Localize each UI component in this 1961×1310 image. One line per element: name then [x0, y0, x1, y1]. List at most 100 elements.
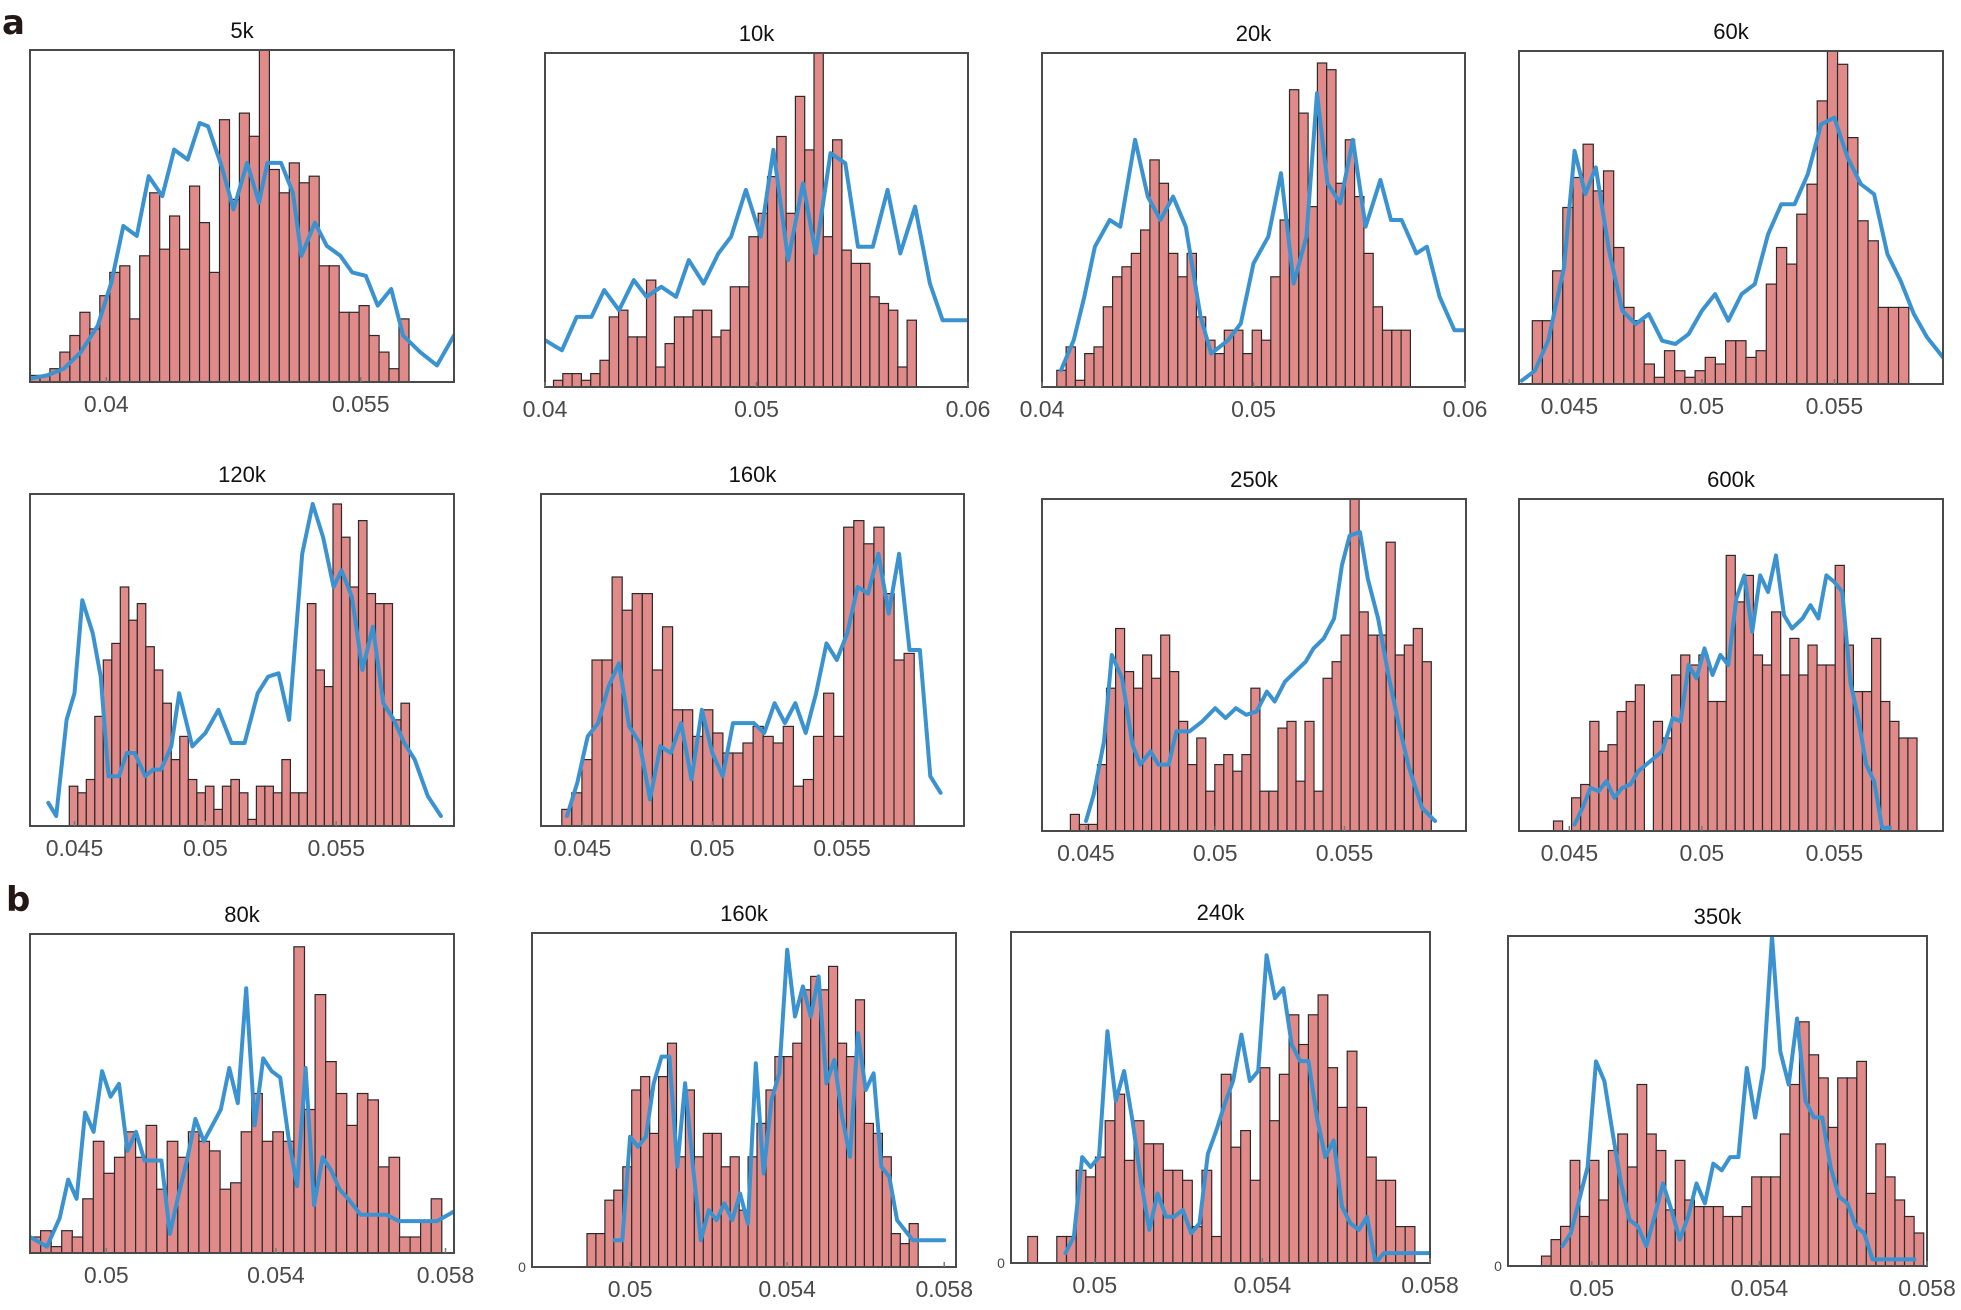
histogram-bar — [1381, 329, 1393, 387]
density-line — [46, 502, 443, 818]
histogram-bar — [1400, 329, 1411, 387]
histogram-bar — [82, 1198, 95, 1253]
histogram-bar — [129, 318, 141, 382]
histogram-bar — [1760, 1176, 1772, 1266]
histogram-bar — [187, 778, 198, 826]
histogram-bar — [85, 778, 96, 826]
histogram-bar — [604, 1199, 615, 1267]
panel-b-160k: 160k 0.05 0.054 0.058 0 — [518, 901, 973, 1302]
histogram-bar — [648, 1132, 660, 1267]
x-tick-label: 0.04 — [523, 396, 568, 422]
histogram-bar — [314, 993, 327, 1253]
histogram-bar — [1358, 611, 1369, 831]
y-zero-label: 0 — [1494, 1258, 1502, 1274]
histogram-bar — [1880, 700, 1891, 831]
histogram-bar — [1214, 353, 1225, 387]
histogram-bar — [1249, 1179, 1261, 1263]
plot-area — [561, 519, 943, 826]
histogram-bar — [1731, 1215, 1743, 1266]
histogram-bar — [409, 1236, 422, 1253]
histogram-bar — [356, 1092, 369, 1253]
histogram-bar — [1825, 664, 1836, 831]
x-tick-label: 0.045 — [1541, 393, 1599, 419]
histogram-bar — [357, 519, 368, 826]
histogram-bar — [1698, 654, 1709, 831]
x-tick-label: 0.05 — [1231, 396, 1276, 422]
histogram-bar — [1652, 720, 1664, 831]
histogram-bar — [792, 785, 804, 826]
histogram-bar — [1846, 1077, 1858, 1266]
histogram-bar — [1304, 720, 1315, 831]
histogram-bar — [627, 336, 638, 387]
histogram-bar — [208, 1150, 221, 1253]
histogram-bar — [119, 586, 130, 826]
plot-area — [1056, 62, 1465, 387]
histogram-bar — [1625, 700, 1636, 831]
axes-frame — [1010, 931, 1431, 1264]
histogram-bar — [298, 792, 308, 826]
histogram-bar — [1251, 329, 1263, 387]
histogram-bar — [804, 149, 815, 387]
histogram-bar — [219, 1188, 232, 1253]
histogram-bar — [1288, 89, 1300, 387]
histogram-bar — [843, 526, 855, 826]
histogram-bar — [766, 176, 778, 387]
histogram-bar — [1734, 601, 1745, 831]
histogram-bar — [1114, 1093, 1126, 1263]
histogram-bar — [136, 602, 147, 826]
histogram-bar — [1817, 1077, 1829, 1266]
histogram-bar — [368, 334, 380, 382]
x-tick-label: 0.055 — [1806, 393, 1864, 419]
panel-title: 120k — [218, 462, 267, 487]
histogram-bar — [1806, 183, 1818, 384]
x-tick-label: 0.054 — [758, 1276, 816, 1302]
histogram-bar — [1356, 1106, 1368, 1263]
x-tick-label: 0.045 — [46, 835, 104, 861]
histogram-bar — [1250, 687, 1261, 831]
histogram-bar — [1069, 813, 1081, 831]
histogram-bar — [1404, 1225, 1416, 1263]
histogram-bar — [208, 271, 221, 382]
x-tick-label: 0.055 — [332, 391, 390, 417]
histogram-bar — [1689, 664, 1700, 831]
histogram-bar — [1270, 276, 1281, 387]
histogram-bar — [878, 302, 890, 387]
histogram-bar — [230, 778, 240, 826]
histogram-bar — [1093, 346, 1104, 387]
histogram-bar — [1714, 363, 1727, 384]
histogram-bar — [1807, 644, 1818, 831]
histogram-bar — [1372, 306, 1384, 387]
histogram-bar — [1816, 100, 1828, 384]
histogram-bar — [377, 1166, 390, 1253]
axes-frame — [1518, 498, 1944, 832]
density-line — [1519, 115, 1943, 383]
histogram-bar — [1223, 753, 1234, 831]
histogram-bar — [1085, 1176, 1097, 1263]
panel-b-240k: 240k 0.05 0.054 0.058 0 — [997, 900, 1459, 1298]
plot-area — [30, 946, 454, 1253]
histogram-bar — [1889, 720, 1900, 831]
histogram-bar — [228, 198, 240, 382]
panel-label-b: b — [6, 880, 30, 920]
histogram-bar — [179, 248, 191, 382]
x-tick-label: 0.045 — [1541, 840, 1599, 866]
histogram-bar — [1722, 1215, 1734, 1266]
histogram-bar — [71, 1236, 84, 1253]
plot-area — [545, 53, 968, 387]
histogram-bar — [1187, 763, 1198, 831]
histogram-bar — [1259, 790, 1270, 831]
panel-a-600k: 600k 0.045 0.05 0.055 — [1518, 467, 1944, 866]
panel-a-160k: 160k 0.045 0.05 0.055 — [540, 462, 965, 861]
histogram-bar — [1167, 252, 1179, 387]
histogram-bar — [1232, 770, 1243, 831]
histogram-bar — [1205, 790, 1216, 831]
histogram-bar — [1588, 1159, 1600, 1266]
histogram-bar — [92, 1140, 105, 1253]
x-tick-label: 0.05 — [734, 396, 779, 422]
histogram-bar — [908, 1222, 919, 1267]
histogram-bar — [853, 519, 865, 826]
histogram-bar — [701, 309, 713, 387]
histogram-bar — [77, 792, 87, 826]
histogram-bar — [657, 1075, 669, 1267]
density-line — [30, 986, 454, 1249]
